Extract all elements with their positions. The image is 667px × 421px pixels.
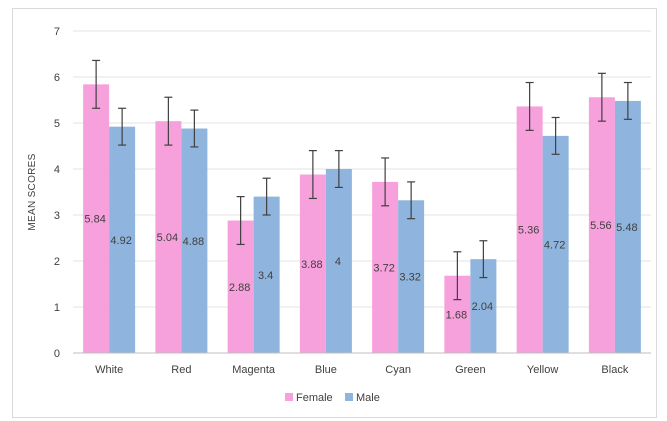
data-label: 4 xyxy=(335,256,341,268)
x-category-label: Black xyxy=(601,364,628,376)
data-label: 4.72 xyxy=(544,239,565,251)
x-axis-categories: White Red Magenta Blue Cyan Green Yellow Black xyxy=(95,364,629,376)
y-axis-title: MEAN SCORES xyxy=(27,153,38,230)
legend-label-female: Female xyxy=(296,392,333,404)
data-label: 5.04 xyxy=(157,232,178,244)
legend-swatch-male xyxy=(345,393,353,401)
legend-label-male: Male xyxy=(356,392,380,404)
data-label: 2.04 xyxy=(472,301,493,313)
bar-female-white xyxy=(83,84,110,354)
x-category-label: White xyxy=(95,364,123,376)
error-bars xyxy=(92,59,632,301)
bar-male-magenta xyxy=(253,196,280,353)
bar-female-red xyxy=(155,121,182,353)
x-category-label: Green xyxy=(455,364,486,376)
bar-male-yellow xyxy=(542,135,569,353)
data-label: 5.36 xyxy=(518,225,539,237)
x-category-label: Magenta xyxy=(232,364,276,376)
data-label: 3.4 xyxy=(258,270,273,282)
bar-chart: 0 1 2 3 4 5 6 7 MEAN SCORES 5.84 4.92 5.04 4.88 2.8… xyxy=(27,26,651,404)
bar-female-blue xyxy=(299,174,326,353)
y-axis-ticks: 0 1 2 3 4 5 6 7 xyxy=(54,26,60,360)
y-tick-label: 4 xyxy=(54,164,60,176)
y-tick-label: 3 xyxy=(54,210,60,222)
data-label: 3.32 xyxy=(399,272,420,284)
x-category-label: Red xyxy=(171,364,191,376)
y-tick-label: 7 xyxy=(54,26,60,38)
data-label: 4.88 xyxy=(183,236,204,248)
data-label: 3.72 xyxy=(373,262,394,274)
data-label: 4.92 xyxy=(110,235,131,247)
bar-female-black xyxy=(588,97,615,354)
x-category-label: Yellow xyxy=(527,364,558,376)
bar-male-black xyxy=(614,100,641,353)
y-tick-label: 2 xyxy=(54,256,60,268)
data-label: 5.48 xyxy=(616,222,637,234)
data-label: 5.56 xyxy=(590,220,611,232)
data-label: 3.88 xyxy=(301,259,322,271)
bar-female-cyan xyxy=(372,181,399,353)
bar-male-white xyxy=(109,126,136,354)
bar-male-blue xyxy=(325,169,352,353)
data-label: 5.84 xyxy=(84,214,105,226)
legend-swatch-female xyxy=(285,393,293,401)
bar-female-yellow xyxy=(516,106,543,353)
legend: Female Male xyxy=(285,392,380,404)
y-tick-label: 5 xyxy=(54,118,60,130)
bar-male-cyan xyxy=(398,200,425,353)
y-tick-label: 1 xyxy=(54,302,60,314)
bars xyxy=(83,84,641,354)
data-label: 1.68 xyxy=(446,309,467,321)
x-category-label: Cyan xyxy=(385,364,411,376)
bar-male-red xyxy=(181,128,208,353)
y-tick-label: 0 xyxy=(54,348,60,360)
y-tick-label: 6 xyxy=(54,72,60,84)
chart-frame: 0 1 2 3 4 5 6 7 MEAN SCORES 5.84 4.92 5.04 4.88 2.8… xyxy=(12,8,657,418)
x-category-label: Blue xyxy=(315,364,337,376)
data-label: 2.88 xyxy=(229,282,250,294)
data-labels: 5.84 4.92 5.04 4.88 2.88 3.4 3.88 4 3.72 3.32 1.68… xyxy=(84,214,637,322)
